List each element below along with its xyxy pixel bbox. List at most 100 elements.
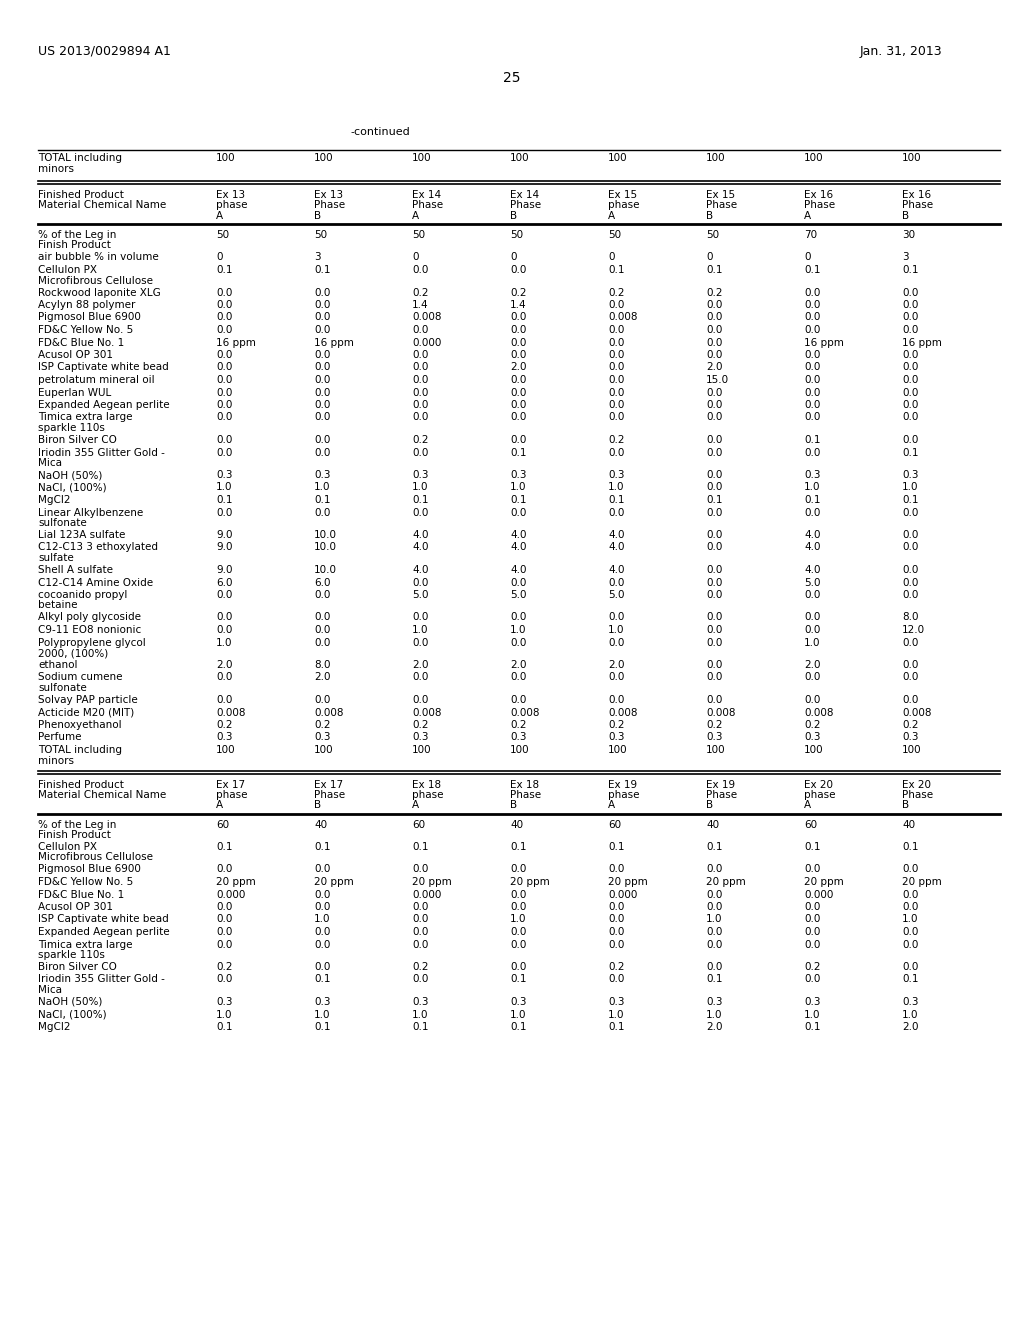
Text: 12.0: 12.0 <box>902 624 925 635</box>
Text: 2.0: 2.0 <box>216 660 232 671</box>
Text: Phase: Phase <box>902 789 933 800</box>
Text: 50: 50 <box>608 230 622 240</box>
Text: phase: phase <box>804 789 836 800</box>
Text: 0.0: 0.0 <box>314 890 331 899</box>
Text: 0.0: 0.0 <box>412 940 428 949</box>
Text: 1.0: 1.0 <box>412 1010 428 1019</box>
Text: Acylyn 88 polymer: Acylyn 88 polymer <box>38 300 135 310</box>
Text: Cellulon PX: Cellulon PX <box>38 842 97 851</box>
Text: 0.0: 0.0 <box>804 612 820 623</box>
Text: 0.1: 0.1 <box>608 495 625 506</box>
Text: 0.1: 0.1 <box>412 842 428 851</box>
Text: 0.1: 0.1 <box>902 265 919 275</box>
Text: 1.0: 1.0 <box>902 483 919 492</box>
Text: 0.0: 0.0 <box>804 363 820 372</box>
Text: 0: 0 <box>510 252 516 263</box>
Text: 0.008: 0.008 <box>412 708 441 718</box>
Text: 1.0: 1.0 <box>216 638 232 648</box>
Text: 0.0: 0.0 <box>510 338 526 347</box>
Text: 0.2: 0.2 <box>216 962 232 972</box>
Text: Solvay PAP particle: Solvay PAP particle <box>38 696 138 705</box>
Text: 0.2: 0.2 <box>706 288 723 297</box>
Text: 5.0: 5.0 <box>804 578 820 587</box>
Text: 0.0: 0.0 <box>706 388 722 397</box>
Text: 4.0: 4.0 <box>412 531 428 540</box>
Text: Finished Product: Finished Product <box>38 190 124 201</box>
Text: 0.3: 0.3 <box>314 997 331 1007</box>
Text: 0.0: 0.0 <box>412 578 428 587</box>
Text: NaCl, (100%): NaCl, (100%) <box>38 483 106 492</box>
Text: 100: 100 <box>608 153 628 162</box>
Text: 0.0: 0.0 <box>510 436 526 445</box>
Text: 0.0: 0.0 <box>216 672 232 682</box>
Text: 0.008: 0.008 <box>902 708 932 718</box>
Text: 8.0: 8.0 <box>902 612 919 623</box>
Text: Phenoxyethanol: Phenoxyethanol <box>38 719 122 730</box>
Text: 6.0: 6.0 <box>314 578 331 587</box>
Text: 100: 100 <box>510 153 529 162</box>
Text: Finish Product: Finish Product <box>38 830 111 840</box>
Text: 0.0: 0.0 <box>608 902 625 912</box>
Text: 4.0: 4.0 <box>608 565 625 576</box>
Text: Jan. 31, 2013: Jan. 31, 2013 <box>860 45 943 58</box>
Text: 0.0: 0.0 <box>216 447 232 458</box>
Text: Ex 16: Ex 16 <box>902 190 931 201</box>
Text: Expanded Aegean perlite: Expanded Aegean perlite <box>38 400 170 411</box>
Text: Finish Product: Finish Product <box>38 240 111 251</box>
Text: 0.0: 0.0 <box>804 940 820 949</box>
Text: Ex 15: Ex 15 <box>706 190 735 201</box>
Text: 0: 0 <box>706 252 713 263</box>
Text: 0.0: 0.0 <box>216 412 232 422</box>
Text: 0.0: 0.0 <box>706 313 722 322</box>
Text: 0.0: 0.0 <box>510 388 526 397</box>
Text: 2.0: 2.0 <box>510 660 526 671</box>
Text: US 2013/0029894 A1: US 2013/0029894 A1 <box>38 45 171 58</box>
Text: 0.0: 0.0 <box>902 531 919 540</box>
Text: A: A <box>216 800 223 810</box>
Text: FD&C Blue No. 1: FD&C Blue No. 1 <box>38 890 124 899</box>
Text: 0.0: 0.0 <box>216 350 232 360</box>
Text: 100: 100 <box>902 744 922 755</box>
Text: Ex 15: Ex 15 <box>608 190 637 201</box>
Text: 20 ppm: 20 ppm <box>216 876 256 887</box>
Text: 0.0: 0.0 <box>216 624 232 635</box>
Text: Shell A sulfate: Shell A sulfate <box>38 565 113 576</box>
Text: 0.0: 0.0 <box>608 927 625 937</box>
Text: 50: 50 <box>706 230 719 240</box>
Text: 0.0: 0.0 <box>902 543 919 553</box>
Text: A: A <box>608 800 615 810</box>
Text: 0.0: 0.0 <box>706 543 722 553</box>
Text: 0.3: 0.3 <box>902 470 919 480</box>
Text: 0.1: 0.1 <box>314 265 331 275</box>
Text: sulfonate: sulfonate <box>38 682 87 693</box>
Text: 0.3: 0.3 <box>804 997 820 1007</box>
Text: NaOH (50%): NaOH (50%) <box>38 997 102 1007</box>
Text: Expanded Aegean perlite: Expanded Aegean perlite <box>38 927 170 937</box>
Text: 20 ppm: 20 ppm <box>804 876 844 887</box>
Text: minors: minors <box>38 164 74 173</box>
Text: 20 ppm: 20 ppm <box>412 876 452 887</box>
Text: sulfate: sulfate <box>38 553 74 564</box>
Text: 1.0: 1.0 <box>216 1010 232 1019</box>
Text: A: A <box>608 211 615 220</box>
Text: 0.1: 0.1 <box>706 842 723 851</box>
Text: Ex 17: Ex 17 <box>314 780 343 789</box>
Text: 0.3: 0.3 <box>804 470 820 480</box>
Text: Ex 13: Ex 13 <box>314 190 343 201</box>
Text: 0.0: 0.0 <box>804 590 820 601</box>
Text: Ex 13: Ex 13 <box>216 190 245 201</box>
Text: 0.0: 0.0 <box>314 412 331 422</box>
Text: 100: 100 <box>804 153 823 162</box>
Text: 0.0: 0.0 <box>804 313 820 322</box>
Text: 0.0: 0.0 <box>902 590 919 601</box>
Text: Phase: Phase <box>902 201 933 210</box>
Text: 0.0: 0.0 <box>510 612 526 623</box>
Text: 0.0: 0.0 <box>608 915 625 924</box>
Text: 0.1: 0.1 <box>706 974 723 985</box>
Text: 30: 30 <box>902 230 915 240</box>
Text: 0.0: 0.0 <box>216 902 232 912</box>
Text: 0.3: 0.3 <box>706 997 723 1007</box>
Text: 0.0: 0.0 <box>902 400 919 411</box>
Text: 0.0: 0.0 <box>706 507 722 517</box>
Text: 1.0: 1.0 <box>804 638 820 648</box>
